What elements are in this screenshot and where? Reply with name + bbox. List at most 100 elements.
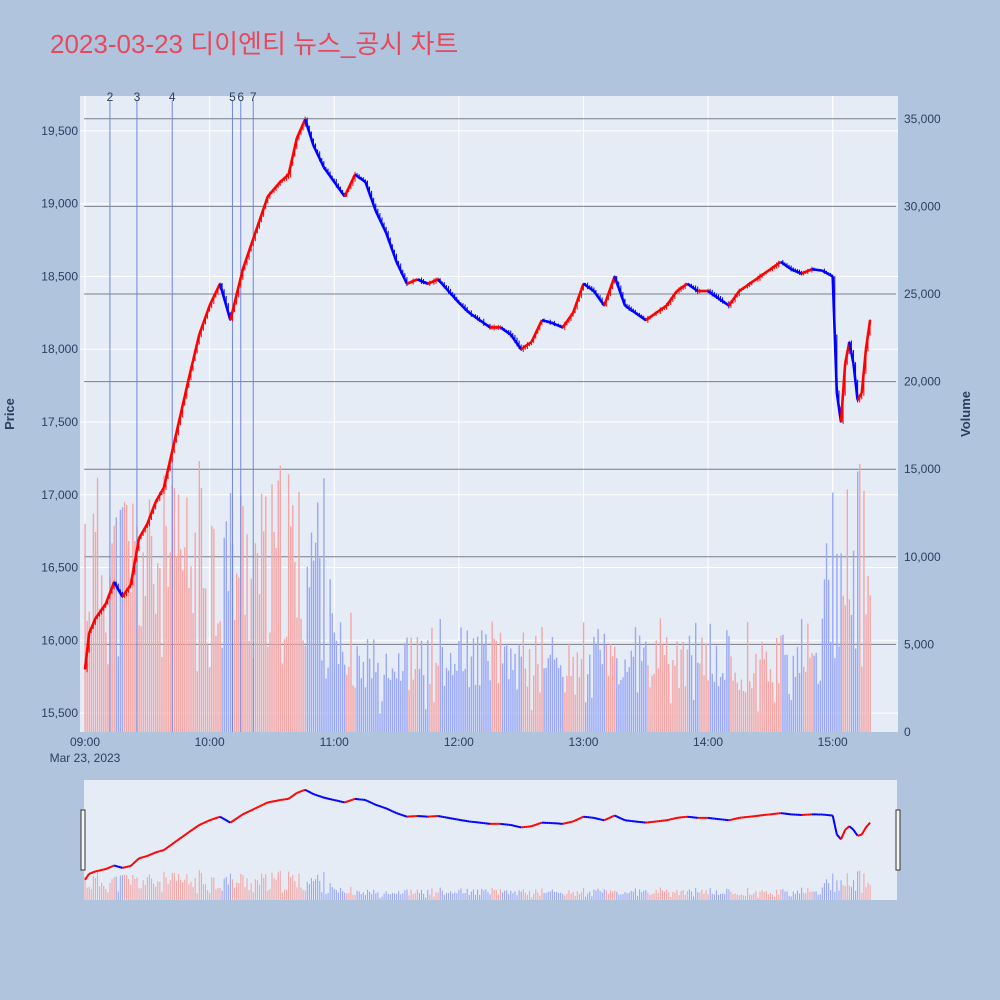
price-tick-label: 16,000 (41, 633, 78, 647)
volume-bar (701, 637, 703, 732)
chart-title: 2023-03-23 디이엔티 뉴스_공시 차트 (50, 29, 459, 59)
minimap-volume-bar (570, 893, 572, 900)
minimap-candle (379, 805, 383, 808)
volume-bar (821, 618, 824, 732)
minimap-candle (225, 819, 229, 823)
minimap-candle (182, 834, 186, 838)
candle-body (382, 227, 388, 234)
candle-body (164, 469, 170, 479)
minimap-volume-bar (778, 894, 780, 900)
minimap-candle (173, 840, 177, 844)
minimap-candle (833, 824, 838, 835)
range-slider-left-handle[interactable] (80, 809, 86, 871)
candle-body (578, 289, 583, 296)
minimap-volume-bar (549, 891, 551, 900)
candle-body (127, 584, 132, 589)
minimap-volume-bar (273, 877, 275, 900)
minimap-volume-bar (225, 876, 227, 900)
minimap-volume-bar (196, 893, 198, 900)
minimap-candle (194, 825, 198, 829)
minimap-volume-bar (612, 891, 614, 900)
volume-bar (626, 671, 628, 732)
candle-body (218, 283, 224, 292)
volume-bar (236, 573, 238, 732)
volume-bar (638, 635, 641, 732)
minimap-volume-bar (717, 894, 720, 900)
minimap-volume-bar (126, 875, 128, 900)
candle-body (726, 303, 730, 307)
minimap-volume-bar (624, 892, 626, 900)
volume-bar (746, 622, 749, 732)
minimap-volume-bar (622, 893, 624, 900)
candle-body (270, 188, 275, 193)
volume-bar (846, 489, 849, 732)
minimap-candle (287, 796, 292, 800)
minimap-candle (840, 834, 844, 840)
candle-body (624, 304, 628, 309)
minimap-volume-bar (244, 887, 246, 900)
range-slider-right-handle[interactable] (895, 809, 901, 871)
volume-bar (726, 630, 728, 732)
minimap-volume-bar (331, 886, 333, 900)
candle-body (794, 269, 798, 274)
minimap-volume-bar (713, 894, 715, 900)
volume-bar (406, 637, 408, 732)
candle-body (645, 317, 649, 322)
range-slider[interactable] (84, 780, 897, 900)
candle-body (460, 303, 464, 308)
minimap-volume-bar (757, 897, 759, 900)
minimap-volume-bar (250, 883, 252, 900)
volume-bar (464, 668, 466, 732)
candle-body (767, 268, 772, 272)
candle-body (786, 265, 790, 269)
minimap-volume-bar (474, 894, 477, 900)
minimap-volume-bar (140, 888, 142, 900)
volume-bar (605, 644, 608, 732)
volume-bar (362, 661, 365, 732)
candle-body (156, 494, 161, 500)
candle-body (247, 244, 253, 252)
volume-bar (493, 638, 495, 732)
minimap-volume-bar (514, 891, 516, 900)
candle-body (744, 284, 749, 288)
minimap-volume-bar (327, 892, 329, 900)
candle-body (680, 285, 684, 290)
minimap-volume-bar (705, 890, 707, 900)
volume-bar (447, 670, 450, 732)
minimap-volume-bar (354, 895, 356, 900)
minimap-volume-bar (393, 893, 396, 900)
volume-bar (281, 663, 284, 732)
candle-body (522, 345, 527, 349)
minimap-volume-bar (385, 891, 387, 900)
minimap-candle (580, 815, 584, 819)
volume-bar (113, 525, 115, 732)
volume-bar (94, 531, 97, 732)
candle-body (360, 177, 365, 182)
candle-body (431, 279, 435, 284)
volume-bar (443, 685, 446, 732)
candle-body (707, 289, 711, 294)
candle-body (208, 300, 213, 307)
candle-body (549, 321, 553, 325)
minimap-volume-bar (578, 893, 580, 900)
price-tick-label: 17,500 (41, 415, 78, 429)
minimap-volume-bar (412, 894, 414, 900)
volume-bar (497, 683, 500, 732)
minimap-candle (375, 803, 379, 807)
minimap-candle (306, 789, 310, 793)
volume-bar (358, 655, 360, 732)
candle-body (308, 131, 313, 140)
minimap-volume-bar (838, 890, 840, 900)
volume-bar (481, 630, 483, 732)
minimap-candle (84, 876, 88, 881)
minimap-volume-bar (761, 890, 763, 900)
candle-body (466, 309, 471, 314)
volume-bar (306, 566, 309, 732)
candle-body (526, 342, 531, 346)
minimap-candle (221, 817, 225, 820)
volume-bar (348, 666, 350, 732)
volume-bar (182, 570, 184, 732)
minimap-candle (862, 826, 867, 832)
candle-body (825, 271, 830, 276)
